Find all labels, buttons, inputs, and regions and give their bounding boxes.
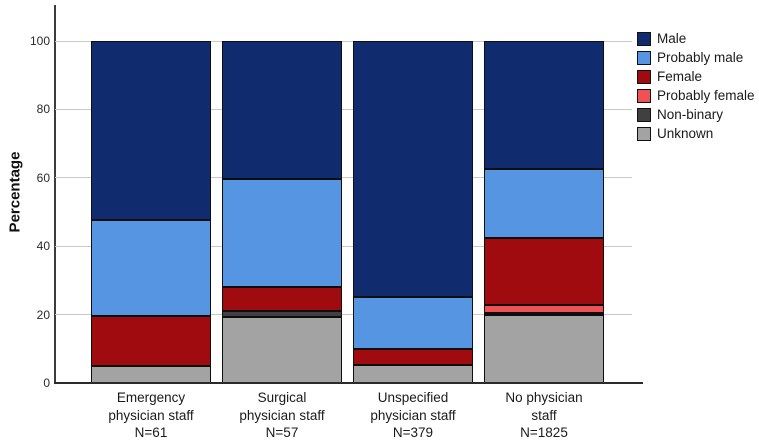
legend-label: Probably male bbox=[657, 50, 744, 65]
legend-label: Unknown bbox=[657, 126, 714, 141]
segment-male bbox=[484, 40, 604, 170]
segment-probably-female bbox=[484, 305, 604, 313]
legend-label: Non-binary bbox=[657, 107, 724, 122]
bar-surgical-physician-staff bbox=[222, 41, 342, 383]
plot-area bbox=[55, 40, 632, 383]
segment-male bbox=[222, 41, 342, 180]
segment-female bbox=[222, 287, 342, 311]
gridline-40 bbox=[55, 245, 632, 247]
segment-probably-male bbox=[484, 169, 604, 239]
y-tick-label-0: 0 bbox=[43, 376, 50, 390]
x-axis-line bbox=[54, 382, 643, 384]
legend-label: Female bbox=[657, 69, 703, 84]
y-tick-label-60: 60 bbox=[36, 170, 50, 185]
legend-item-unknown: Unknown bbox=[637, 126, 755, 141]
y-tick-label-80: 80 bbox=[36, 102, 50, 117]
bar-no-physician-staff bbox=[484, 40, 604, 383]
segment-male bbox=[353, 41, 473, 297]
segment-non-binary bbox=[484, 312, 604, 315]
segment-non-binary bbox=[222, 310, 342, 318]
segment-unknown bbox=[484, 314, 604, 383]
segment-unknown bbox=[222, 317, 342, 383]
y-tick-label-20: 20 bbox=[36, 307, 50, 322]
gridline-100 bbox=[55, 40, 632, 42]
legend-item-male: Male bbox=[637, 31, 755, 46]
legend-item-non-binary: Non-binary bbox=[637, 107, 755, 122]
legend-swatch-icon bbox=[637, 69, 651, 84]
segment-female bbox=[91, 315, 211, 367]
legend-item-probably-male: Probably male bbox=[637, 50, 755, 65]
segment-unknown bbox=[91, 366, 211, 383]
segment-probably-male bbox=[222, 179, 342, 287]
legend-swatch-icon bbox=[637, 88, 651, 103]
y-axis-title: Percentage bbox=[6, 151, 24, 233]
legend-label: Probably female bbox=[657, 88, 755, 103]
legend-swatch-icon bbox=[637, 50, 651, 65]
legend-swatch-icon bbox=[637, 31, 651, 46]
legend-label: Male bbox=[657, 31, 687, 46]
category-label-unspecified-physician-staff: Unspecified physician staff N=379 bbox=[370, 390, 456, 441]
legend-item-probably-female: Probably female bbox=[637, 88, 755, 103]
category-label-emergency-physician-staff: Emergency physician staff N=61 bbox=[108, 390, 194, 441]
category-label-no-physician-staff: No physician staff N=1825 bbox=[505, 390, 583, 441]
segment-probably-male bbox=[91, 220, 211, 316]
segment-unknown bbox=[353, 364, 473, 383]
category-label-surgical-physician-staff: Surgical physician staff N=57 bbox=[239, 390, 325, 441]
segment-probably-male bbox=[353, 296, 473, 349]
bar-unspecified-physician-staff bbox=[353, 41, 473, 383]
legend-swatch-icon bbox=[637, 126, 651, 141]
segment-female bbox=[484, 238, 604, 306]
gridline-20 bbox=[55, 314, 632, 316]
gridline-80 bbox=[55, 108, 632, 110]
legend-swatch-icon bbox=[637, 107, 651, 122]
y-tick-label-40: 40 bbox=[36, 239, 50, 254]
legend: Male Probably male Female Probably female No… bbox=[637, 31, 755, 145]
y-tick-label-100: 100 bbox=[29, 34, 50, 48]
legend-item-female: Female bbox=[637, 69, 755, 84]
gridline-60 bbox=[55, 177, 632, 179]
segment-female bbox=[353, 348, 473, 365]
bar-emergency-physician-staff bbox=[91, 41, 211, 383]
y-axis-line bbox=[54, 5, 56, 384]
segment-male bbox=[91, 41, 211, 221]
